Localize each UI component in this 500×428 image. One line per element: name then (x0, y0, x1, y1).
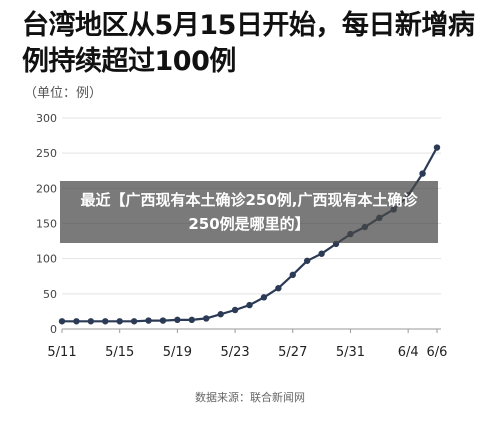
data-point (303, 257, 311, 264)
y-tick-label: 300 (36, 112, 57, 125)
data-point (87, 318, 95, 325)
data-point (130, 318, 138, 325)
data-point (289, 271, 296, 279)
y-tick-label: 50 (43, 288, 57, 301)
x-tick-label: 5/11 (47, 345, 76, 360)
data-point (116, 318, 123, 325)
data-point (419, 170, 426, 177)
x-tick-label: 5/31 (336, 345, 365, 360)
y-tick-label: 0 (50, 323, 57, 336)
y-tick-label: 100 (36, 253, 57, 266)
unit-note: （单位：例） (24, 86, 103, 101)
data-point (58, 318, 66, 325)
data-point (275, 285, 282, 292)
data-point (433, 144, 441, 151)
chart-title: 台湾地区从5月15日开始，每日新增病例持续超过100例 (22, 10, 475, 77)
data-point (188, 316, 196, 324)
data-point (231, 306, 239, 314)
y-axis-ticks: 0 50 100 150 200 250 300 (36, 112, 57, 336)
overlay-banner[interactable]: 最近【广西现有本土确诊250例,广西现有本土确诊250例是哪里的】 (60, 181, 438, 243)
data-point (145, 317, 152, 324)
y-tick-label: 200 (36, 182, 57, 195)
x-tick-label: 6/6 (427, 345, 448, 360)
data-point (73, 318, 80, 325)
x-axis-ticks: 5/11 5/15 5/19 5/23 5/27 5/31 6/4 6/6 (47, 329, 447, 360)
data-source: 数据来源：联合新闻网 (195, 391, 305, 404)
y-tick-label: 150 (36, 218, 57, 231)
data-point (203, 315, 210, 322)
data-point (246, 301, 253, 309)
x-tick-label: 5/19 (163, 345, 192, 360)
data-point (260, 294, 268, 301)
x-tick-label: 5/15 (105, 345, 134, 360)
overlay-banner-text: 最近【广西现有本土确诊250例,广西现有本土确诊250例是哪里的】 (80, 191, 418, 233)
data-point (318, 250, 325, 257)
data-point (217, 311, 224, 318)
y-tick-label: 250 (36, 147, 57, 160)
data-point (102, 318, 109, 325)
x-tick-label: 5/23 (220, 345, 249, 360)
data-point (159, 317, 167, 324)
x-tick-label: 5/27 (278, 345, 307, 360)
data-point (174, 316, 181, 324)
x-tick-label: 6/4 (398, 345, 419, 360)
